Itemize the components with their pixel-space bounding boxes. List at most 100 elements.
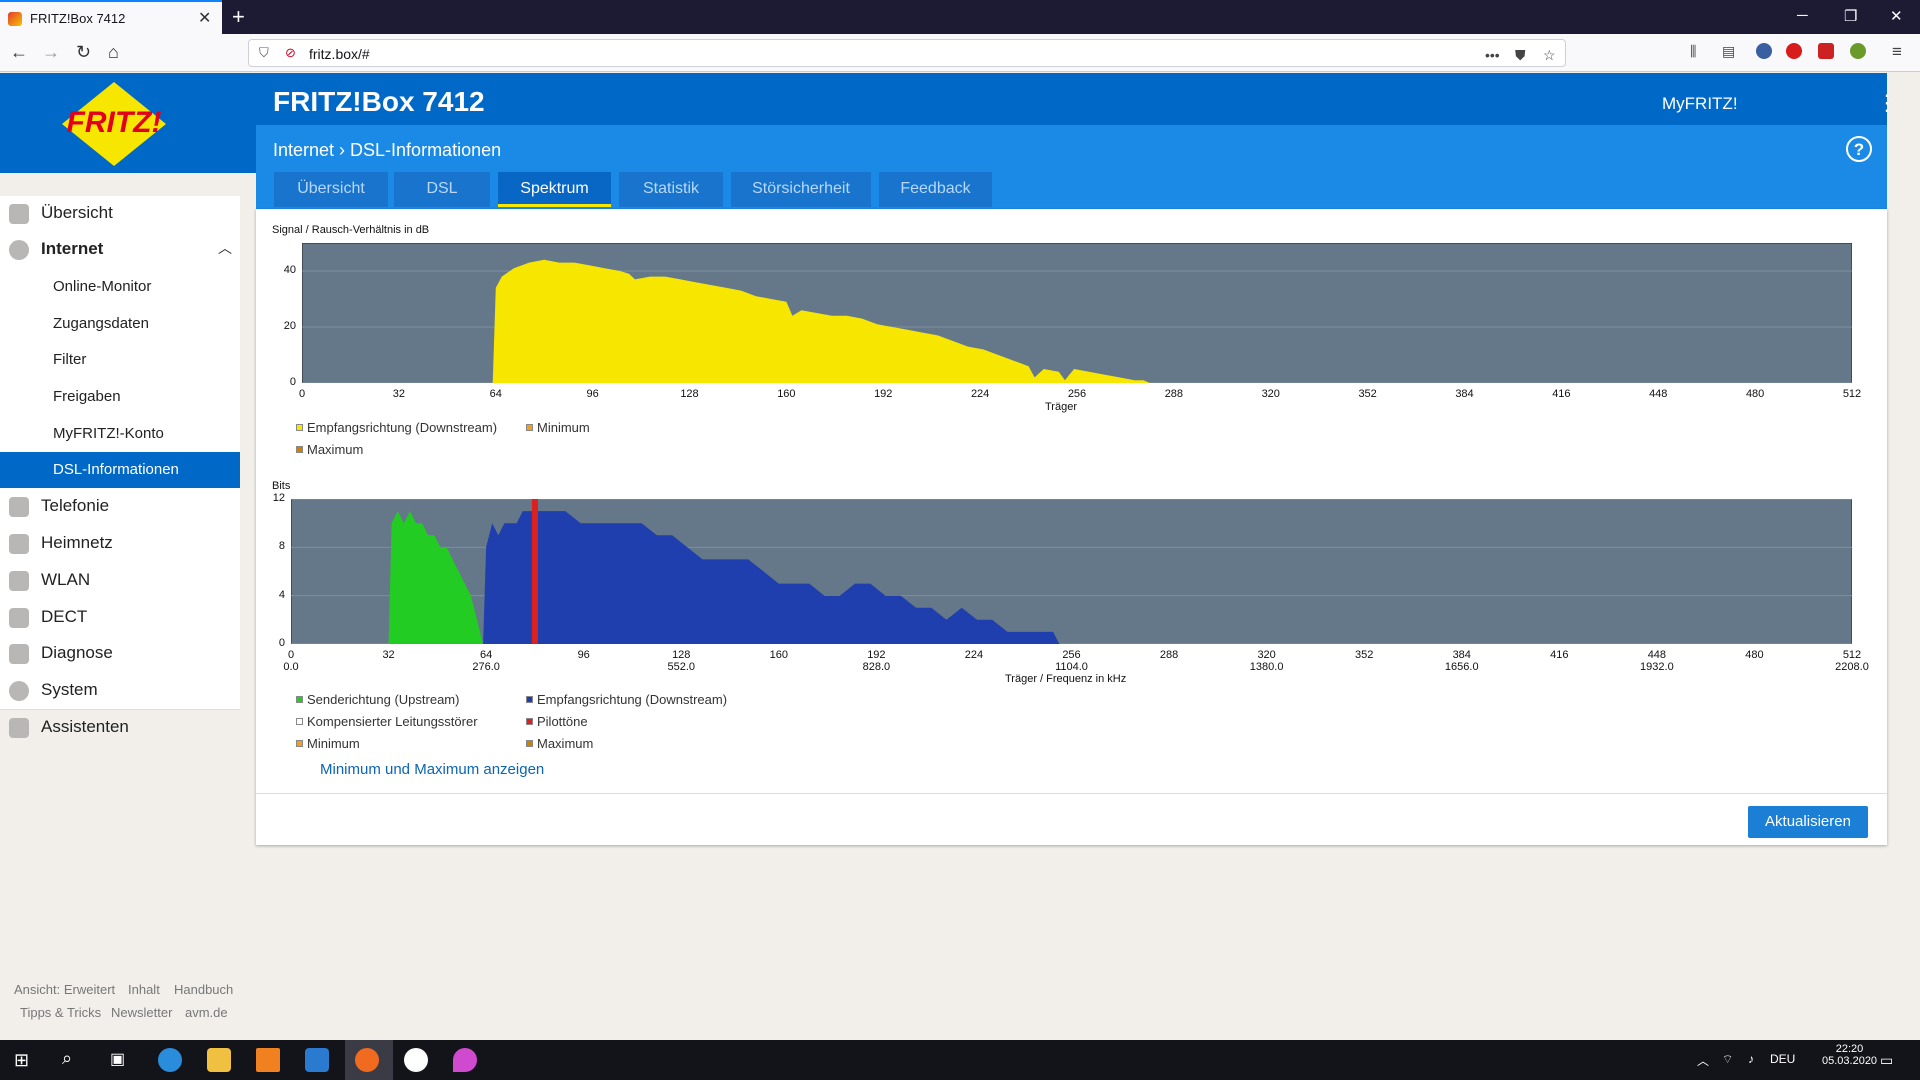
browser-tab[interactable]: FRITZ!Box 7412 ✕: [0, 0, 222, 34]
sidebar-sub-filter[interactable]: Filter: [53, 351, 87, 368]
legend-swatch: [296, 446, 303, 454]
chart1-title: Signal / Rausch-Verhältnis in dB: [272, 224, 430, 236]
sidebar-sub-dsl-informationen[interactable]: DSL-Informationen: [0, 452, 240, 488]
minimize-window-icon[interactable]: ─: [1797, 7, 1808, 24]
back-icon[interactable]: ←: [10, 42, 28, 62]
y-tick-label: 20: [283, 320, 296, 332]
tab-feedback[interactable]: Feedback: [879, 172, 992, 207]
forward-icon[interactable]: →: [42, 42, 60, 62]
x-tick-label: 32: [382, 649, 395, 661]
close-tab-icon[interactable]: ✕: [198, 10, 212, 27]
network-icon: [9, 534, 29, 554]
x-tick-freq-label: 1104.0: [1055, 661, 1088, 673]
thunderbird-icon[interactable]: [158, 1048, 182, 1072]
mail-icon[interactable]: [305, 1048, 329, 1072]
tab-spektrum[interactable]: Spektrum: [498, 172, 611, 207]
url-bar[interactable]: ⛉ ⊘ fritz.box/# ••• ⛊ ☆: [248, 39, 1566, 67]
footer-link-ansicht[interactable]: Ansicht: Erweitert: [14, 982, 116, 997]
x-tick-label: 480: [1745, 388, 1765, 400]
kebab-menu-icon[interactable]: ⋮: [1876, 90, 1898, 115]
maps-icon[interactable]: [453, 1048, 477, 1072]
footer-link-newsletter[interactable]: Newsletter: [111, 1005, 173, 1020]
sidebar-item-heimnetz[interactable]: Heimnetz: [0, 526, 240, 562]
language-indicator[interactable]: DEU: [1770, 1052, 1796, 1066]
taskbar-clock[interactable]: 22:20 05.03.2020: [1822, 1043, 1878, 1067]
sidebar-item-assistenten[interactable]: Assistenten: [0, 709, 240, 745]
x-tick-label: 64: [480, 649, 493, 661]
x-tick-label: 384: [1452, 649, 1471, 661]
chart1-xlabel: Träger: [1045, 401, 1077, 413]
myfritz-link[interactable]: MyFRITZ!: [1662, 94, 1738, 113]
clock-app-icon[interactable]: [404, 1048, 428, 1072]
tray-chevron-icon[interactable]: ︿: [1697, 1054, 1710, 1068]
notifications-icon[interactable]: ▭: [1880, 1052, 1894, 1068]
library-icon[interactable]: ⫼: [1690, 43, 1697, 59]
footer-link-tipps[interactable]: Tipps & Tricks: [20, 1005, 102, 1020]
x-tick-label: 416: [1552, 388, 1571, 400]
extension-badge-icon[interactable]: [1850, 43, 1866, 59]
x-tick-freq-label: 1932.0: [1640, 661, 1674, 673]
shield-icon[interactable]: ⛉: [259, 45, 269, 60]
tab-uebersicht[interactable]: Übersicht: [274, 172, 388, 207]
sidebar-sub-freigaben[interactable]: Freigaben: [53, 388, 121, 405]
account-icon[interactable]: [1756, 43, 1772, 59]
bookmark-star-icon[interactable]: ☆: [1543, 47, 1556, 63]
legend-snr-downstream: Empfangsrichtung (Downstream): [296, 420, 497, 435]
sidebar-item-diagnose[interactable]: Diagnose: [0, 636, 240, 672]
more-actions-icon[interactable]: •••: [1485, 47, 1500, 63]
vlc-icon[interactable]: [256, 1048, 280, 1072]
sidebar-item-dect[interactable]: DECT: [0, 600, 240, 636]
help-icon[interactable]: ?: [1846, 136, 1872, 162]
legend-bits-minimum: Minimum: [296, 736, 360, 751]
new-tab-button[interactable]: +: [232, 4, 245, 29]
adblock-icon[interactable]: [1786, 43, 1802, 59]
hamburger-menu-icon[interactable]: ≡: [1892, 42, 1902, 61]
footer-link-inhalt[interactable]: Inhalt: [128, 982, 160, 997]
windows-start-icon[interactable]: ⊞: [14, 1050, 30, 1070]
sidebar-sub-myfritz-konto[interactable]: MyFRITZ!-Konto: [53, 425, 164, 442]
series-area-0: [492, 259, 1150, 383]
x-tick-freq-label: 828.0: [862, 661, 891, 673]
sidebar-item-telefonie[interactable]: Telefonie: [0, 489, 240, 525]
windows-taskbar: [0, 1040, 1920, 1080]
close-window-icon[interactable]: ✕: [1890, 8, 1903, 25]
maximize-window-icon[interactable]: ❐: [1844, 8, 1858, 25]
sidebar-item-wlan[interactable]: WLAN: [0, 563, 240, 599]
search-icon[interactable]: ⌕: [62, 1048, 73, 1068]
sidebar-item-internet[interactable]: Internet: [0, 232, 240, 268]
show-minmax-link[interactable]: Minimum und Maximum anzeigen: [320, 761, 545, 778]
tab-stoersicherheit[interactable]: Störsicherheit: [731, 172, 871, 207]
sidebar-sub-online-monitor[interactable]: Online-Monitor: [53, 278, 152, 295]
legend-swatch: [296, 718, 303, 726]
legend-bits-kompensiert: Kompensierter Leitungsstörer: [296, 714, 478, 729]
sidebar-item-uebersicht[interactable]: Übersicht: [0, 196, 240, 232]
footer-link-handbuch[interactable]: Handbuch: [174, 982, 234, 997]
browser-nav-bar: ← → ↻ ⌂ ⛉ ⊘ fritz.box/# ••• ⛊ ☆ ⫼ ▤ ≡: [0, 34, 1920, 72]
task-view-icon[interactable]: ▣: [110, 1051, 126, 1068]
home-icon[interactable]: ⌂: [108, 42, 119, 62]
tab-dsl[interactable]: DSL: [394, 172, 490, 207]
chevron-up-icon[interactable]: ︿: [218, 240, 232, 256]
refresh-button[interactable]: Aktualisieren: [1748, 806, 1868, 838]
firefox-icon[interactable]: [355, 1048, 379, 1072]
file-explorer-icon[interactable]: [207, 1048, 231, 1072]
x-tick-label: 160: [777, 388, 796, 400]
page-title: FRITZ!Box 7412: [273, 86, 485, 117]
pocket-icon[interactable]: ⛊: [1515, 47, 1526, 63]
url-text[interactable]: fritz.box/#: [309, 46, 370, 62]
tab-statistik[interactable]: Statistik: [619, 172, 723, 207]
volume-icon[interactable]: ♪: [1748, 1052, 1754, 1066]
x-tick-freq-label: 276.0: [472, 661, 500, 673]
insecure-lock-icon[interactable]: ⊘: [285, 45, 296, 60]
extension-icon[interactable]: [1818, 43, 1834, 59]
sidebar-item-system[interactable]: System: [0, 673, 240, 709]
sidebar-icon[interactable]: ▤: [1722, 43, 1736, 59]
sidebar-sub-zugangsdaten[interactable]: Zugangsdaten: [53, 315, 149, 332]
footer-link-avm[interactable]: avm.de: [185, 1005, 228, 1020]
x-tick-label: 192: [867, 649, 886, 661]
x-tick-label: 64: [489, 388, 502, 400]
network-tray-icon[interactable]: ⌔: [1722, 1052, 1734, 1066]
fritz-logo[interactable]: FRITZ!: [58, 80, 171, 168]
y-tick-label: 0: [289, 376, 296, 388]
reload-icon[interactable]: ↻: [76, 42, 92, 62]
